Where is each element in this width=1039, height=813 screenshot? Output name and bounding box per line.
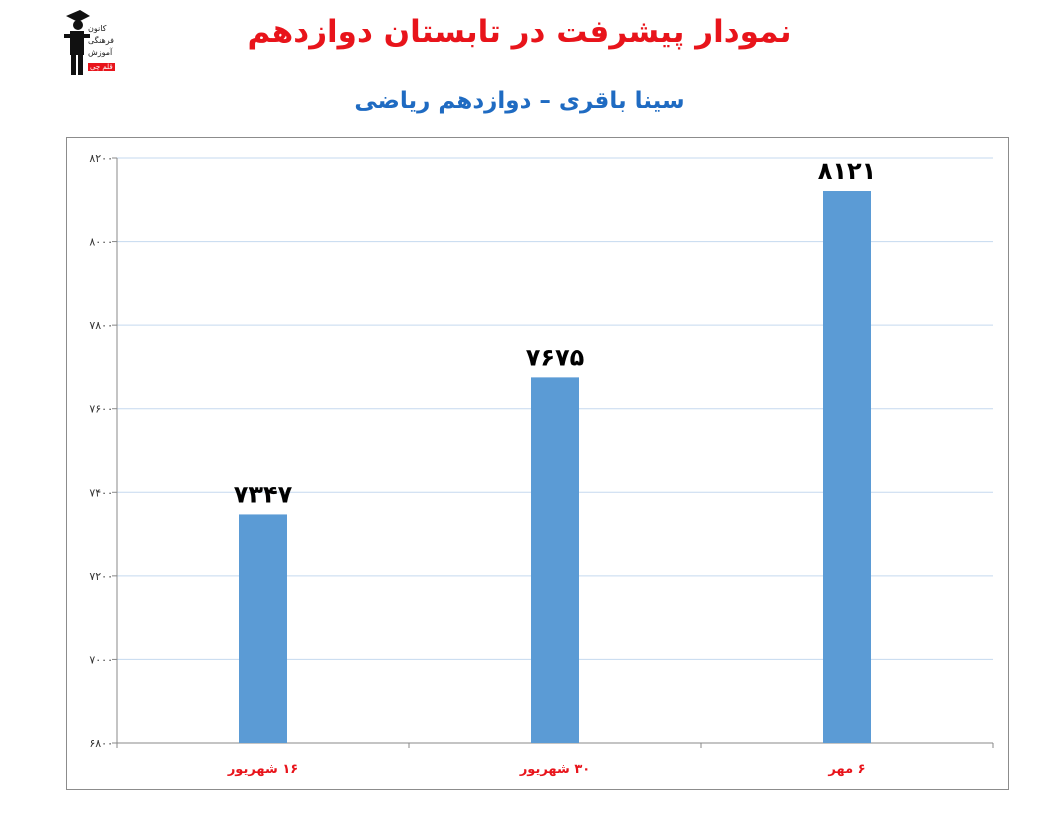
x-tick-label: ۶ مهر: [827, 762, 865, 777]
y-tick-label: ۶۸۰۰: [89, 737, 113, 750]
bar: [531, 377, 579, 743]
x-tick-label: ۳۰ شهریور: [519, 762, 590, 777]
y-tick-label: ۷۴۰۰: [89, 486, 113, 499]
chart-area: ۶۸۰۰ ۷۰۰۰ ۷۲۰۰ ۷۴۰۰ ۷۶۰۰ ۷۸۰۰ ۸۰۰۰ ۸۲۰۰ ۷۳۴۷ ۱۶ ش…: [66, 137, 1009, 790]
y-tick-label: ۷۰۰۰: [89, 653, 113, 666]
chart-title: نمودار پیشرفت در تابستان دوازدهم: [247, 14, 792, 50]
data-label: ۸۱۲۱: [818, 157, 877, 185]
y-tick-label: ۷۸۰۰: [89, 319, 113, 332]
data-label: ۷۶۷۵: [526, 343, 585, 371]
logo-line: فرهنگی: [88, 36, 114, 45]
bar-chart: ۶۸۰۰ ۷۰۰۰ ۷۲۰۰ ۷۴۰۰ ۷۶۰۰ ۷۸۰۰ ۸۰۰۰ ۸۲۰۰ ۷۳۴۷ ۱۶ ش…: [89, 152, 994, 777]
bar: [239, 514, 287, 743]
y-tick-label: ۸۲۰۰: [89, 152, 113, 165]
chart-subtitle: سینا باقری – دوازدهم ریاضی: [354, 88, 685, 114]
data-label: ۷۳۴۷: [234, 480, 293, 508]
logo-line: آموزش: [88, 48, 113, 57]
x-tick-label: ۱۶ شهریور: [227, 762, 298, 777]
bar: [823, 191, 871, 743]
logo-badge: قلم چی: [88, 63, 115, 71]
brand-logo: کانون فرهنگی آموزش قلم چی: [62, 10, 120, 76]
logo-line: کانون: [88, 24, 107, 33]
y-tick-label: ۸۰۰۰: [89, 236, 113, 249]
graduate-figure-icon: [64, 10, 90, 75]
y-tick-label: ۷۲۰۰: [89, 570, 113, 583]
y-tick-label: ۷۶۰۰: [89, 403, 113, 416]
